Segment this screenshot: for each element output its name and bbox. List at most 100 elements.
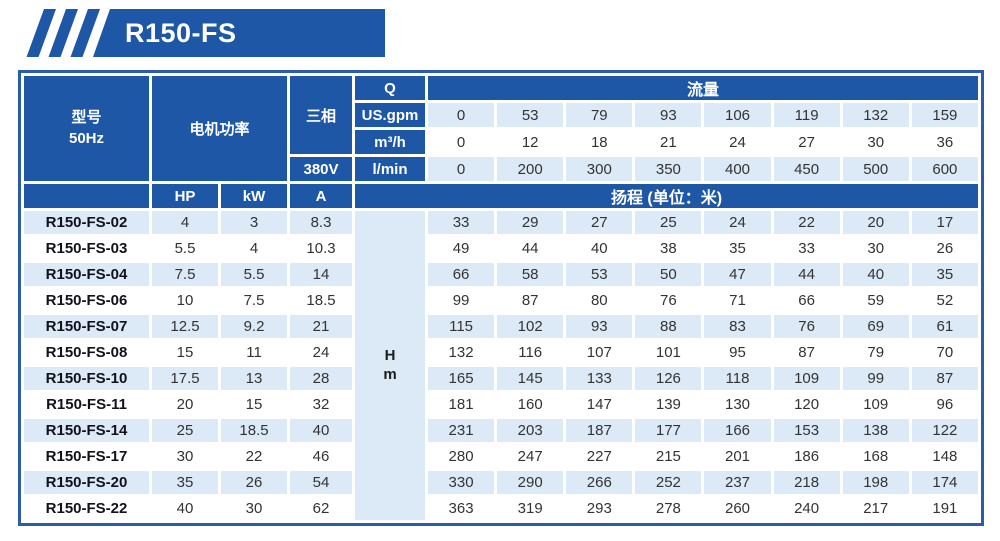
head-value-cell: 247 bbox=[497, 445, 564, 468]
head-value-cell: 187 bbox=[566, 419, 633, 442]
head-value-cell: 227 bbox=[566, 445, 633, 468]
kw-value-cell: 11 bbox=[221, 341, 288, 364]
head-value-cell: 76 bbox=[635, 289, 702, 312]
data-row: R150-FS-20 35 26 54 330 290 266 252 237 218 198 174 bbox=[24, 471, 978, 494]
head-value-cell: 237 bbox=[704, 471, 771, 494]
kw-value-cell: 7.5 bbox=[221, 289, 288, 312]
hp-value-cell: 17.5 bbox=[152, 367, 218, 390]
amp-value-cell: 8.3 bbox=[290, 211, 353, 234]
model-header-line1: 型号 bbox=[71, 109, 102, 127]
model-cell: R150-FS-10 bbox=[24, 367, 149, 390]
kw-value-cell: 26 bbox=[221, 471, 288, 494]
head-value-cell: 33 bbox=[428, 211, 495, 234]
model-header-line2: 50Hz bbox=[68, 129, 105, 147]
model-cell: R150-FS-20 bbox=[24, 471, 149, 494]
head-value-cell: 218 bbox=[773, 471, 840, 494]
model-cell: R150-FS-14 bbox=[24, 419, 149, 442]
head-value-cell: 76 bbox=[773, 315, 840, 338]
head-value-cell: 35 bbox=[704, 237, 771, 260]
head-value-cell: 80 bbox=[566, 289, 633, 312]
head-value-cell: 160 bbox=[497, 393, 564, 416]
head-value-cell: 53 bbox=[566, 263, 633, 286]
amp-value-cell: 24 bbox=[290, 341, 353, 364]
head-value-cell: 145 bbox=[497, 367, 564, 390]
flow-value-cell: 350 bbox=[635, 157, 702, 181]
head-value-cell: 99 bbox=[428, 289, 495, 312]
head-value-cell: 88 bbox=[635, 315, 702, 338]
head-value-cell: 278 bbox=[635, 497, 702, 520]
model-cell: R150-FS-06 bbox=[24, 289, 149, 312]
hp-value-cell: 7.5 bbox=[152, 263, 218, 286]
data-row: R150-FS-06 10 7.5 18.5 99 87 80 76 71 66 59 52 bbox=[24, 289, 978, 312]
kw-value-cell: 18.5 bbox=[221, 419, 288, 442]
pump-spec-table: 型号 50Hz 电机功率 三相 Q 流量 US.gpm 0 53 79 93 106 11… bbox=[18, 70, 984, 526]
head-value-cell: 101 bbox=[635, 341, 702, 364]
head-value-cell: 87 bbox=[497, 289, 564, 312]
data-row: R150-FS-10 17.5 13 28 165 145 133 126 118 109 99 87 bbox=[24, 367, 978, 390]
head-value-cell: 174 bbox=[911, 471, 978, 494]
flow-value-cell: 400 bbox=[704, 157, 771, 181]
data-row: R150-FS-03 5.5 4 10.3 49 44 40 38 35 33 30 26 bbox=[24, 237, 978, 260]
kw-header-cell: kW bbox=[221, 184, 288, 208]
kw-value-cell: 3 bbox=[221, 211, 288, 234]
head-value-cell: 203 bbox=[497, 419, 564, 442]
head-value-cell: 25 bbox=[635, 211, 702, 234]
flow-value-cell: 27 bbox=[773, 130, 840, 154]
flow-value-cell: 0 bbox=[428, 157, 495, 181]
flow-value-cell: 600 bbox=[911, 157, 978, 181]
head-value-cell: 139 bbox=[635, 393, 702, 416]
head-value-cell: 201 bbox=[704, 445, 771, 468]
header-row-1: 型号 50Hz 电机功率 三相 Q 流量 bbox=[24, 76, 978, 181]
model-cell: R150-FS-07 bbox=[24, 315, 149, 338]
motor-power-header-cell: 电机功率 bbox=[152, 76, 288, 181]
head-value-cell: 61 bbox=[911, 315, 978, 338]
flow-value-cell: 18 bbox=[566, 130, 633, 154]
head-value-cell: 79 bbox=[842, 341, 909, 364]
amp-value-cell: 14 bbox=[290, 263, 353, 286]
head-value-cell: 44 bbox=[773, 263, 840, 286]
head-value-cell: 49 bbox=[428, 237, 495, 260]
head-value-cell: 363 bbox=[428, 497, 495, 520]
flow-value-cell: 450 bbox=[773, 157, 840, 181]
flow-value-cell: 200 bbox=[497, 157, 564, 181]
flow-value-cell: 500 bbox=[842, 157, 909, 181]
flow-value-cell: 119 bbox=[773, 103, 840, 127]
head-value-cell: 20 bbox=[842, 211, 909, 234]
hp-value-cell: 10 bbox=[152, 289, 218, 312]
flow-value-cell: 159 bbox=[911, 103, 978, 127]
head-value-cell: 330 bbox=[428, 471, 495, 494]
amp-value-cell: 18.5 bbox=[290, 289, 353, 312]
head-value-cell: 66 bbox=[773, 289, 840, 312]
head-value-cell: 17 bbox=[911, 211, 978, 234]
flow-value-cell: 0 bbox=[428, 103, 495, 127]
head-value-cell: 83 bbox=[704, 315, 771, 338]
head-value-cell: 118 bbox=[704, 367, 771, 390]
kw-value-cell: 13 bbox=[221, 367, 288, 390]
flow-value-cell: 24 bbox=[704, 130, 771, 154]
flow-title-cell: 流量 bbox=[428, 76, 978, 100]
head-value-cell: 165 bbox=[428, 367, 495, 390]
head-value-cell: 96 bbox=[911, 393, 978, 416]
head-value-cell: 58 bbox=[497, 263, 564, 286]
head-unit-line2: m bbox=[383, 365, 397, 383]
head-value-cell: 38 bbox=[635, 237, 702, 260]
kw-value-cell: 22 bbox=[221, 445, 288, 468]
data-row: R150-FS-04 7.5 5.5 14 66 58 53 50 47 44 40 35 bbox=[24, 263, 978, 286]
head-value-cell: 40 bbox=[566, 237, 633, 260]
flow-value-cell: 12 bbox=[497, 130, 564, 154]
hp-value-cell: 25 bbox=[152, 419, 218, 442]
flow-value-cell: 0 bbox=[428, 130, 495, 154]
flow-row-m3h: m³/h 0 12 18 21 24 27 30 36 bbox=[24, 130, 978, 154]
head-value-cell: 191 bbox=[911, 497, 978, 520]
amp-value-cell: 32 bbox=[290, 393, 353, 416]
model-cell: R150-FS-04 bbox=[24, 263, 149, 286]
amp-value-cell: 46 bbox=[290, 445, 353, 468]
amp-value-cell: 10.3 bbox=[290, 237, 353, 260]
head-value-cell: 30 bbox=[842, 237, 909, 260]
head-title-cell: 扬程 (单位：米) bbox=[355, 184, 978, 208]
flow-value-cell: 132 bbox=[842, 103, 909, 127]
head-value-cell: 66 bbox=[428, 263, 495, 286]
head-value-cell: 266 bbox=[566, 471, 633, 494]
